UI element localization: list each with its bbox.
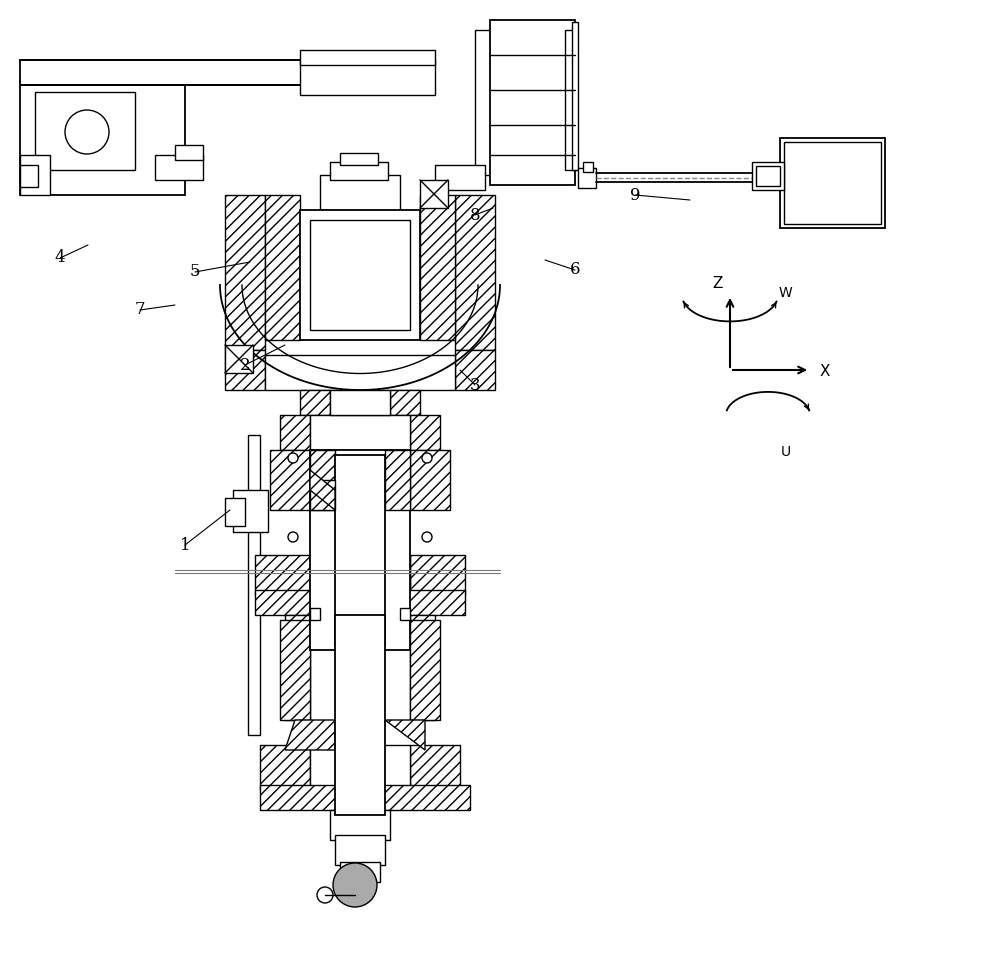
Polygon shape (310, 470, 335, 510)
Bar (310, 450, 410, 650)
Text: 5: 5 (190, 263, 200, 281)
Bar (335, 615, 385, 815)
Bar (565, 30, 577, 170)
Polygon shape (410, 450, 450, 510)
Bar (20, 155, 50, 195)
Polygon shape (270, 450, 310, 510)
Polygon shape (385, 450, 410, 510)
Text: Z: Z (713, 276, 723, 290)
Circle shape (333, 863, 377, 907)
Bar (572, 22, 578, 170)
Bar (300, 60, 435, 95)
Text: 4: 4 (55, 250, 65, 266)
Circle shape (288, 453, 298, 463)
Text: 7: 7 (135, 302, 145, 318)
Circle shape (422, 453, 432, 463)
Polygon shape (280, 415, 310, 450)
Circle shape (422, 532, 432, 542)
Bar (583, 162, 593, 172)
Text: 8: 8 (470, 207, 480, 224)
Polygon shape (410, 745, 460, 790)
Bar (330, 162, 388, 180)
Bar (780, 138, 885, 228)
Bar (330, 810, 390, 840)
Text: 2: 2 (240, 357, 250, 374)
Polygon shape (260, 745, 310, 790)
Bar (175, 145, 203, 160)
Bar (20, 80, 185, 195)
Polygon shape (225, 195, 265, 350)
Polygon shape (225, 350, 265, 390)
Bar (225, 345, 253, 373)
Polygon shape (255, 555, 310, 595)
Bar (756, 166, 780, 186)
Text: 9: 9 (630, 186, 640, 204)
Circle shape (65, 110, 109, 154)
Bar (310, 745, 410, 790)
Bar (330, 390, 390, 415)
Bar (155, 155, 203, 180)
Bar (310, 555, 410, 595)
Polygon shape (420, 195, 455, 340)
Bar (400, 608, 410, 620)
Bar (340, 862, 380, 882)
Polygon shape (410, 615, 435, 720)
Bar (310, 608, 320, 620)
Polygon shape (310, 480, 335, 510)
Text: U: U (781, 445, 791, 459)
Bar (335, 455, 385, 645)
Bar (300, 50, 435, 65)
Bar (752, 162, 784, 190)
Text: X: X (820, 364, 830, 380)
Bar (490, 20, 575, 185)
Bar (20, 60, 435, 85)
Polygon shape (310, 450, 335, 510)
Text: W: W (779, 285, 793, 300)
Polygon shape (300, 390, 330, 415)
Polygon shape (285, 720, 335, 750)
Bar (310, 415, 410, 450)
Text: 6: 6 (570, 261, 580, 279)
Text: 3: 3 (470, 377, 480, 393)
Polygon shape (280, 620, 310, 720)
Bar (420, 180, 448, 208)
Polygon shape (285, 615, 310, 720)
Bar (300, 210, 420, 340)
Bar (255, 590, 465, 615)
Circle shape (317, 887, 333, 903)
Bar (475, 30, 500, 175)
Bar (320, 175, 400, 210)
Bar (233, 490, 268, 532)
Bar (784, 142, 881, 224)
Bar (260, 785, 470, 810)
Bar (35, 92, 135, 170)
Bar (335, 835, 385, 865)
Bar (340, 153, 378, 165)
Bar (265, 355, 455, 390)
Polygon shape (265, 195, 300, 340)
Polygon shape (410, 415, 440, 450)
Polygon shape (385, 720, 425, 750)
Text: 1: 1 (180, 536, 190, 554)
Bar (578, 168, 596, 188)
Bar (248, 435, 260, 735)
Bar (310, 220, 410, 330)
Polygon shape (455, 195, 495, 350)
Bar (20, 165, 38, 187)
Polygon shape (410, 620, 440, 720)
Polygon shape (410, 555, 465, 595)
Bar (435, 165, 485, 190)
Circle shape (288, 532, 298, 542)
Polygon shape (390, 390, 420, 415)
Polygon shape (455, 350, 495, 390)
Bar (225, 498, 245, 526)
